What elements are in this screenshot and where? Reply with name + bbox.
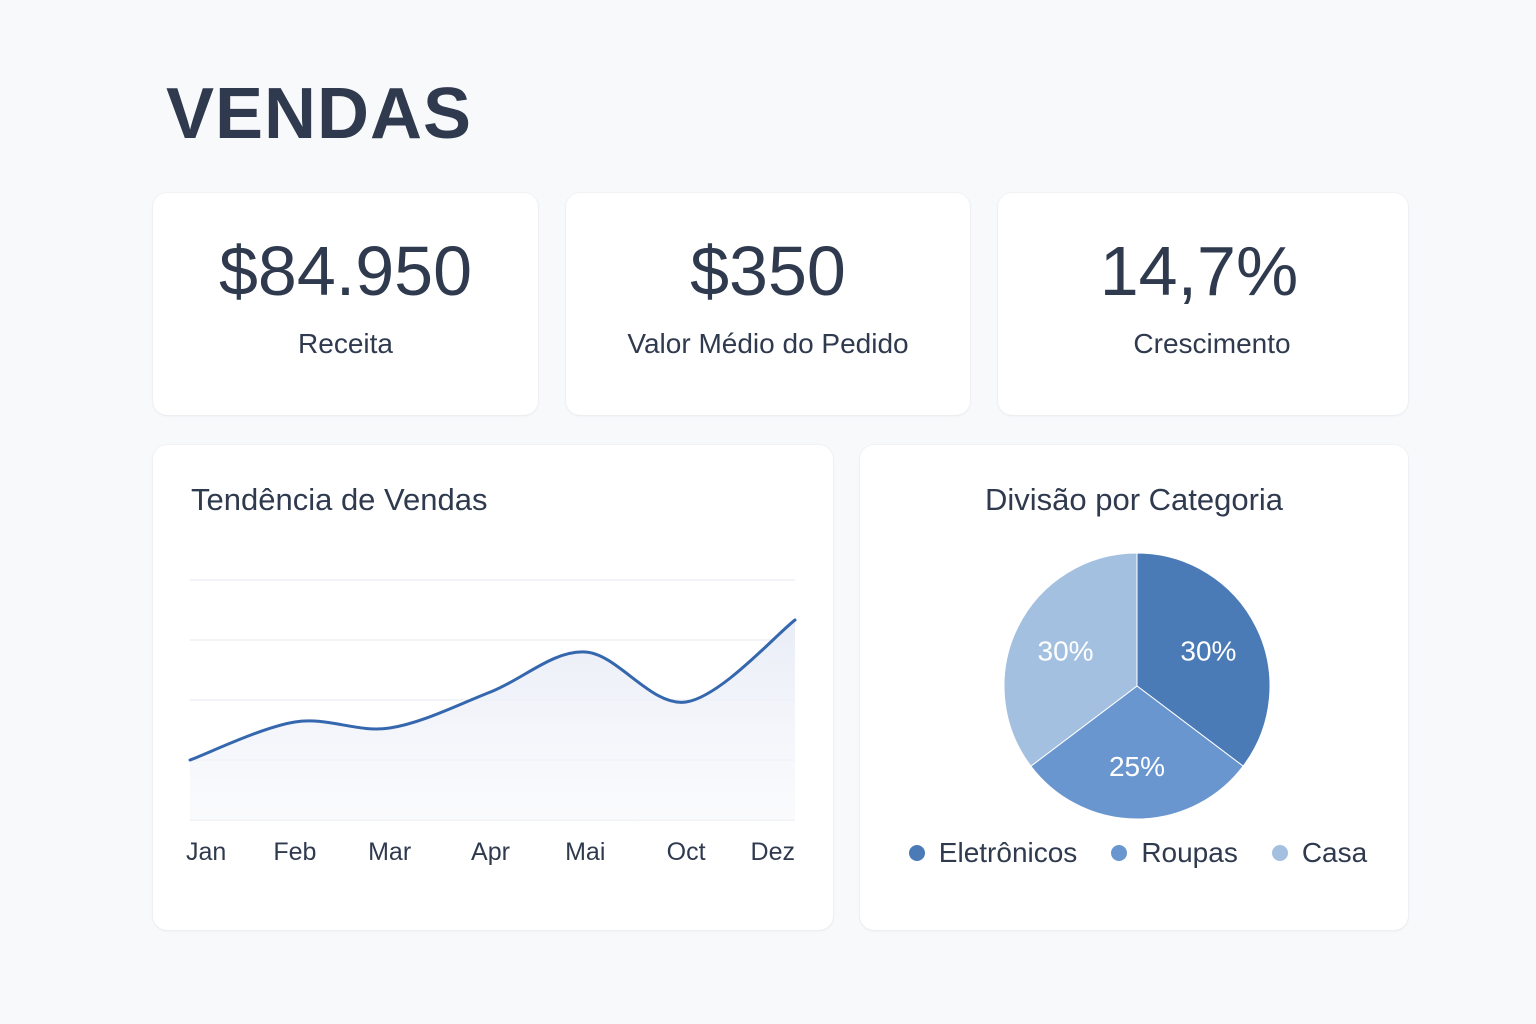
x-tick-label: Jan [186, 838, 226, 866]
slice-label: 30% [1180, 635, 1236, 666]
legend-label: Casa [1301, 837, 1368, 868]
legend-swatch [1271, 845, 1288, 861]
kpi-value: $350 [690, 232, 846, 310]
legend-label: Roupas [1141, 837, 1238, 868]
x-tick-label: Feb [273, 838, 316, 866]
pie-slice [1136, 552, 1271, 767]
kpi-label: Receita [298, 328, 393, 359]
kpi-card-growth: 14,7% Crescimento [998, 193, 1408, 415]
x-tick-label: Apr [471, 838, 510, 866]
pie-slice [1030, 685, 1244, 820]
category-pie-chart: 30% 25% 30% [1003, 552, 1271, 820]
legend-item-home: Casa [1271, 837, 1368, 869]
pie-legend: Eletrônicos Roupas Casa [860, 837, 1408, 869]
slice-label: 25% [1109, 751, 1165, 782]
legend-item-electronics: Eletrônicos [908, 837, 1078, 869]
pie-slice [1003, 552, 1138, 767]
chart-title: Tendência de Vendas [191, 482, 488, 517]
sales-trend-chart: Jan Feb Mar Apr Mai Oct Dez [186, 579, 797, 866]
chart-title: Divisão por Categoria [984, 482, 1284, 517]
trend-area [190, 620, 795, 820]
slice-label: 30% [1038, 635, 1094, 666]
kpi-value: 14,7% [1099, 232, 1299, 310]
kpi-card-average-order-value: $350 Valor Médio do Pedido [566, 193, 970, 415]
page-title: VENDAS [166, 74, 473, 154]
trend-line [188, 618, 797, 762]
kpi-label: Valor Médio do Pedido [627, 328, 909, 359]
x-tick-label: Oct [667, 838, 706, 866]
legend-swatch [908, 845, 925, 861]
legend-label: Eletrônicos [938, 837, 1078, 868]
category-breakdown-card: Divisão por Categoria 30% 25% 30% Eletrôni… [860, 445, 1408, 930]
kpi-value: $84.950 [218, 232, 473, 310]
legend-swatch [1111, 845, 1128, 861]
x-tick-label: Mar [368, 838, 411, 866]
sales-trend-card: Tendência de Vendas Jan Feb Mar Apr Mai Oct De… [153, 445, 833, 930]
legend-item-clothing: Roupas [1111, 837, 1238, 869]
x-tick-label: Dez [751, 838, 795, 866]
kpi-card-revenue: $84.950 Receita [153, 193, 538, 415]
x-tick-label: Mai [565, 838, 605, 866]
kpi-label: Crescimento [1133, 328, 1291, 359]
